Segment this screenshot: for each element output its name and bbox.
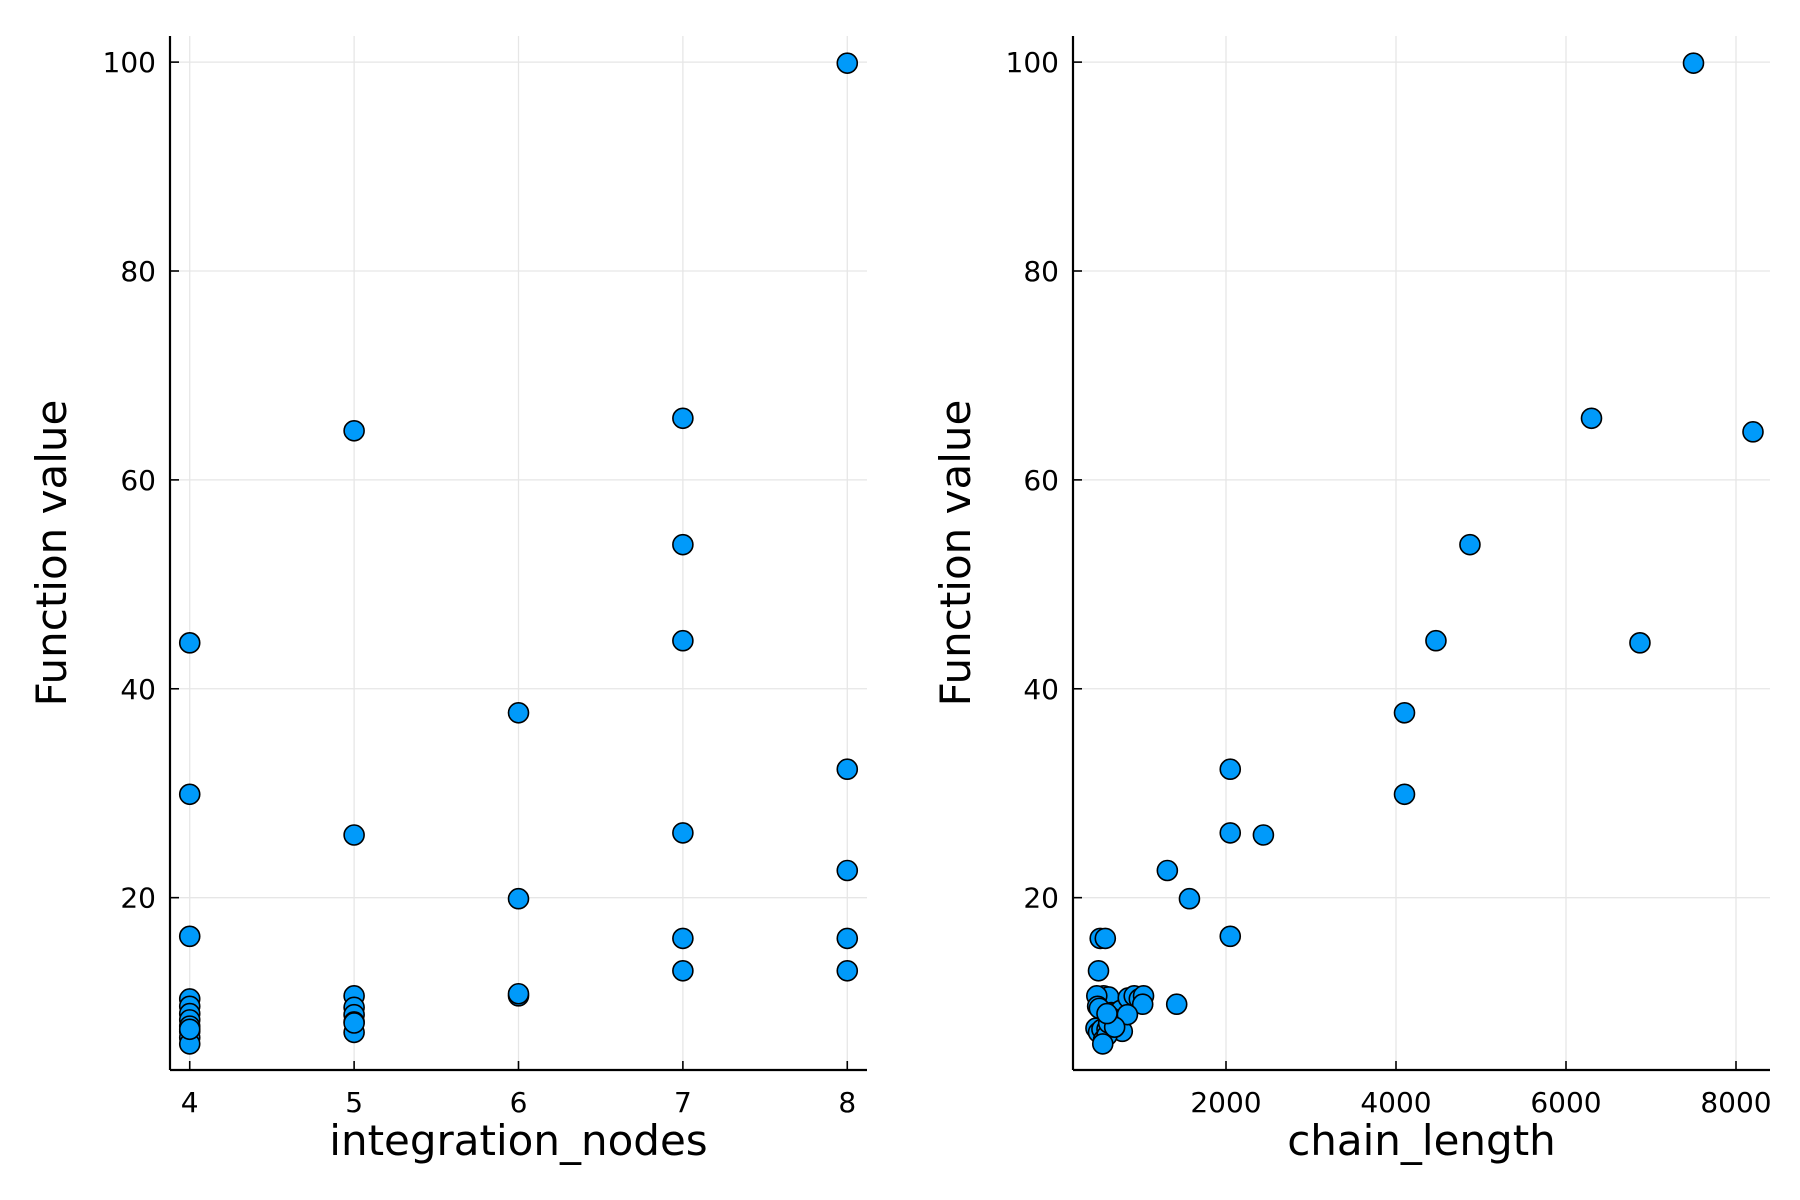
- grid: [170, 36, 867, 1070]
- x-tick-label: 6000: [1530, 1086, 1601, 1119]
- y-tick-label: 20: [1023, 882, 1059, 915]
- scatter-point: [672, 927, 694, 950]
- left-scatter-panel: 4 5 6 7 8 20 40 60 80 100 integration_nodes Functio…: [27, 36, 867, 1165]
- scatter-point: [836, 927, 859, 950]
- scatter-point: [1087, 959, 1110, 982]
- y-tick-label: 100: [103, 46, 156, 79]
- scatter-point: [1682, 52, 1705, 74]
- scatter-point: [178, 783, 201, 806]
- scatter-point: [1580, 407, 1603, 430]
- scatter-point: [1393, 783, 1416, 806]
- y-tick-label: 80: [120, 255, 156, 288]
- y-tick-label: 40: [1023, 673, 1059, 706]
- scatter-point: [1219, 822, 1242, 844]
- scatter-point: [343, 824, 365, 846]
- y-tick-label: 80: [1023, 255, 1059, 288]
- x-axis-title: integration_nodes: [329, 1116, 707, 1165]
- scatter-point: [1252, 824, 1275, 846]
- scatter-point: [672, 629, 694, 652]
- y-axis-title: Function value: [27, 400, 76, 707]
- grid: [1073, 36, 1770, 1070]
- scatter-point: [178, 925, 201, 948]
- scatter-point: [1425, 629, 1447, 652]
- y-tick-label: 40: [120, 673, 156, 706]
- scatter-point: [672, 959, 694, 982]
- scatter-point: [672, 407, 694, 430]
- scatter-point: [672, 533, 694, 556]
- scatter-point: [836, 758, 859, 781]
- scatter-point: [836, 959, 859, 982]
- scatter-point: [507, 701, 530, 724]
- scatter-point: [1219, 758, 1242, 781]
- scatter-point: [1156, 859, 1179, 882]
- x-tick-label: 4000: [1360, 1086, 1431, 1119]
- x-tick-label: 2000: [1190, 1086, 1261, 1119]
- y-axis-title: Function value: [931, 400, 980, 707]
- x-tick-label: 4: [181, 1086, 199, 1119]
- scatter-point: [1393, 701, 1416, 724]
- x-tick-label: 8: [838, 1086, 856, 1119]
- scatter-point: [1459, 533, 1481, 556]
- scatter-points: [1085, 52, 1764, 1055]
- scatter-point: [672, 822, 694, 844]
- scatter-point: [1629, 632, 1651, 654]
- scatter-point: [343, 1012, 365, 1034]
- scatter-point: [507, 887, 530, 910]
- scatter-point: [1742, 421, 1764, 443]
- scatter-point: [343, 419, 365, 442]
- scatter-point: [1219, 925, 1242, 948]
- scatter-points: [178, 52, 859, 1055]
- scatter-point: [1165, 993, 1188, 1016]
- scatter-point: [836, 859, 859, 882]
- x-axis-title: chain_length: [1287, 1116, 1556, 1165]
- scatter-point: [178, 632, 201, 654]
- scatter-point: [507, 982, 530, 1005]
- x-tick-label: 8000: [1700, 1086, 1771, 1119]
- right-scatter-panel: 2000 4000 6000 8000 20 40 60 80 100 chain_length F…: [931, 36, 1772, 1165]
- x-tick-label: 5: [345, 1086, 363, 1119]
- y-tick-label: 60: [1023, 464, 1059, 497]
- y-tick-label: 100: [1006, 46, 1059, 79]
- y-tick-label: 20: [120, 882, 156, 915]
- y-tick-label: 60: [120, 464, 156, 497]
- scatter-point: [1096, 1002, 1118, 1025]
- scatter-point: [1178, 887, 1201, 910]
- x-tick-label: 6: [510, 1086, 528, 1119]
- x-tick-label: 7: [674, 1086, 692, 1119]
- scatter-point: [1131, 993, 1154, 1016]
- scatter-point: [836, 52, 859, 74]
- scatter-point: [178, 1018, 201, 1041]
- scatter-point: [1094, 927, 1117, 950]
- scatter-point: [1091, 1033, 1114, 1055]
